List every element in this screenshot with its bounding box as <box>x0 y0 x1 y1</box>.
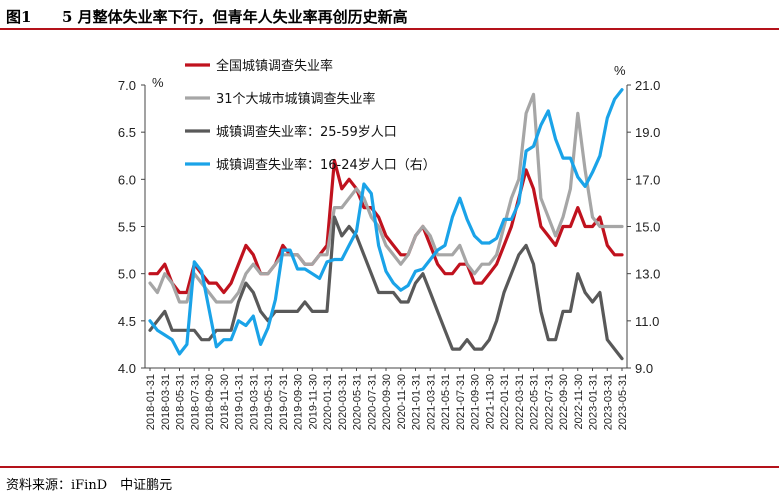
left-tick-label: 6.0 <box>118 172 136 187</box>
axes-group: 4.0 4.5 5.0 5.5 6.0 6.5 7.0 9.0 11.0 13.0 15.0 17.0… <box>118 63 660 430</box>
x-tick-label: 2018-03-31 <box>160 374 172 430</box>
legend-label: 城镇调查失业率：16-24岁人口（右） <box>216 157 436 173</box>
x-tick-label: 2021-09-30 <box>470 374 482 430</box>
right-unit-label: % <box>614 63 626 78</box>
x-tick-label: 2023-01-31 <box>588 374 600 430</box>
legend-label: 城镇调查失业率：25-59岁人口 <box>216 124 397 140</box>
x-tick-label: 2019-09-30 <box>293 374 305 430</box>
x-tick-label: 2020-07-31 <box>366 374 378 430</box>
left-tick-label: 6.5 <box>118 125 136 140</box>
x-tick-label: 2020-09-30 <box>381 374 393 430</box>
right-tick-label: 21.0 <box>635 78 660 93</box>
right-tick-label: 19.0 <box>635 125 660 140</box>
left-tick-label: 4.5 <box>118 314 136 329</box>
x-tick-label: 2018-01-31 <box>145 374 157 430</box>
legend-label: 31个大城市城镇调查失业率 <box>216 91 376 107</box>
x-tick-label: 2022-11-30 <box>573 374 585 429</box>
x-tick-label: 2021-03-31 <box>425 374 437 430</box>
left-unit-label: % <box>152 75 164 90</box>
figure-title: 5 月整体失业率下行，但青年人失业率再创历史新高 <box>62 8 408 26</box>
x-tick-label: 2020-03-31 <box>337 374 349 430</box>
series-line-3 <box>148 215 624 361</box>
series-line-4 <box>148 88 624 356</box>
series-lines <box>148 88 624 361</box>
x-tick-label: 2021-07-31 <box>455 374 467 430</box>
left-tick-label: 5.5 <box>118 220 136 235</box>
x-tick-label: 2023-03-31 <box>602 374 614 430</box>
source-note: 资料来源：iFinD 中证鹏元 <box>6 478 173 493</box>
x-tick-label: 2019-01-31 <box>234 374 246 430</box>
x-tick-label: 2019-11-30 <box>307 374 319 429</box>
right-tick-label: 13.0 <box>635 267 660 282</box>
x-tick-label: 2023-05-31 <box>617 374 629 430</box>
x-tick-label: 2021-05-31 <box>440 374 452 430</box>
series-line-2 <box>148 92 624 304</box>
left-tick-label: 7.0 <box>118 78 136 93</box>
x-tick-label: 2019-05-31 <box>263 374 275 430</box>
legend: 全国城镇调查失业率 31个大城市城镇调查失业率城镇调查失业率：25-59岁人口城镇… <box>185 58 436 173</box>
source-footer: 资料来源：iFinD 中证鹏元 <box>0 466 779 497</box>
x-tick-label: 2021-01-31 <box>411 374 423 430</box>
x-tick-label: 2019-07-31 <box>278 374 290 430</box>
x-tick-label: 2018-09-30 <box>204 374 216 430</box>
x-tick-label: 2020-01-31 <box>322 374 334 430</box>
series-line-1 <box>148 158 624 295</box>
left-tick-label: 4.0 <box>118 361 136 376</box>
x-tick-label: 2020-11-30 <box>396 374 408 429</box>
legend-label: 全国城镇调查失业率 <box>216 58 333 74</box>
x-tick-label: 2022-03-31 <box>514 374 526 430</box>
figure-number: 图1 <box>6 8 32 26</box>
right-tick-label: 15.0 <box>635 220 660 235</box>
x-tick-label: 2022-01-31 <box>499 374 511 430</box>
right-tick-label: 11.0 <box>635 314 659 329</box>
x-tick-label: 2022-09-30 <box>558 374 570 430</box>
x-tick-label: 2021-11-30 <box>484 374 496 429</box>
x-tick-label: 2020-05-31 <box>352 374 364 430</box>
right-tick-label: 17.0 <box>635 172 660 187</box>
line-chart: 4.0 4.5 5.0 5.5 6.0 6.5 7.0 9.0 11.0 13.0 15.0 17.0… <box>118 58 660 430</box>
x-tick-label: 2018-07-31 <box>189 374 201 430</box>
x-tick-label: 2018-05-31 <box>175 374 187 430</box>
x-tick-label: 2022-07-31 <box>543 374 555 430</box>
x-tick-label: 2019-03-31 <box>248 374 260 430</box>
right-tick-label: 9.0 <box>635 361 653 376</box>
left-tick-label: 5.0 <box>118 267 136 282</box>
x-tick-label: 2018-11-30 <box>219 374 231 429</box>
x-tick-label: 2022-05-31 <box>529 374 541 430</box>
figure-header: 图1 5 月整体失业率下行，但青年人失业率再创历史新高 <box>0 0 779 30</box>
